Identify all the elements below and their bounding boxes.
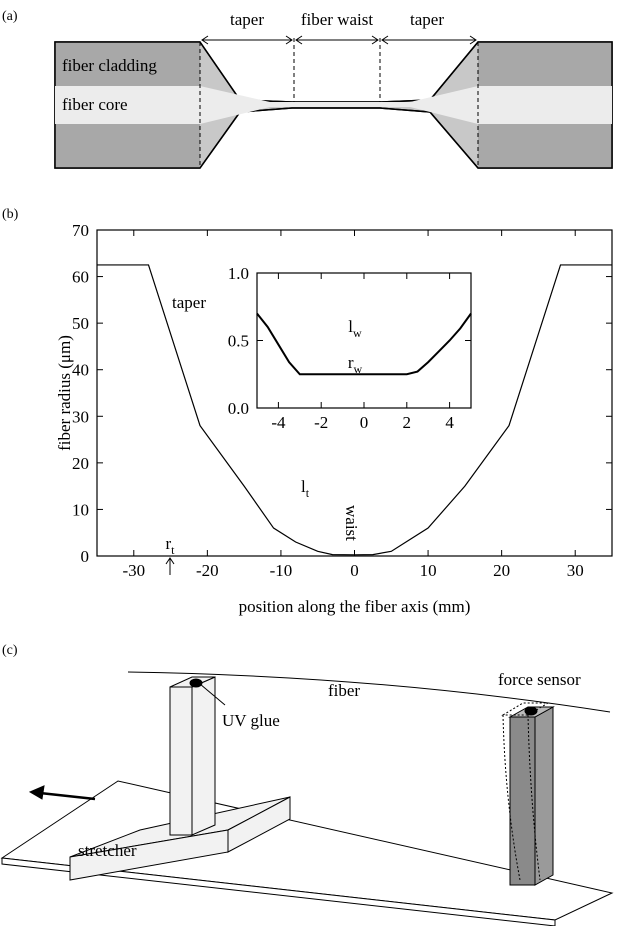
y-tick-label: 10 [72,500,89,519]
annotation-text: r [165,534,171,553]
panel-label: (b) [2,207,19,222]
label: taper [410,10,444,29]
y-tick-label: 0.5 [228,332,249,351]
x-tick-label: 10 [420,561,437,580]
x-tick-label: -4 [271,413,286,432]
x-tick-label: 0 [350,561,359,580]
setup-diagram [0,671,614,926]
annotation-subscript: t [171,543,175,557]
y-tick-label: 30 [72,407,89,426]
annotation: waist [342,505,361,541]
x-tick-label: 4 [445,413,454,432]
y-tick-label: 50 [72,314,89,333]
y-tick-label: 0 [81,547,90,566]
x-tick-label: 0 [360,413,369,432]
x-axis-label: position along the fiber axis (mm) [239,597,471,616]
annotation: rw [348,353,363,376]
label: fiber core [62,95,128,114]
annotation: rt [165,534,175,557]
label: force sensor [498,670,581,689]
panel-label: (a) [2,9,18,24]
x-tick-label: -20 [196,561,219,580]
fiber-diagram [54,35,613,169]
annotation-subscript: t [306,486,310,500]
annotation: taper [172,293,206,312]
x-tick-label: -10 [270,561,293,580]
y-axis-label: fiber radius (μm) [55,335,74,451]
y-tick-label: 0.0 [228,399,249,418]
label: fiber [328,681,360,700]
label: stretcher [78,841,137,860]
y-tick-label: 1.0 [228,264,249,283]
y-tick-label: 70 [72,221,89,240]
y-tick-label: 40 [72,361,89,380]
x-tick-label: 20 [493,561,510,580]
annotation-text: r [348,353,354,372]
annotation: lw [348,317,362,340]
label: fiber waist [301,10,374,29]
label: fiber cladding [62,56,157,75]
label: UV glue [222,711,280,730]
curve [97,264,612,556]
annotation: lt [301,477,310,500]
plot-frame [256,272,472,409]
annotation-text: l [348,317,353,336]
x-tick-label: -30 [122,561,145,580]
x-tick-label: -2 [314,413,328,432]
x-tick-label: 30 [567,561,584,580]
x-tick-label: 2 [403,413,412,432]
annotation-text: l [301,477,306,496]
y-tick-label: 60 [72,268,89,287]
label: taper [230,10,264,29]
annotation-subscript: w [353,326,362,340]
panel-label: (c) [2,643,18,658]
annotation-subscript: w [354,362,363,376]
y-tick-label: 20 [72,454,89,473]
curve [256,312,472,376]
